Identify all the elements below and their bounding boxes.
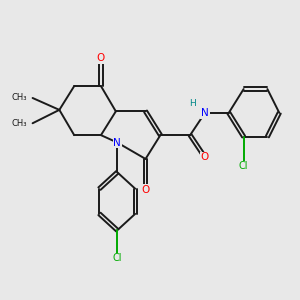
Text: Cl: Cl <box>239 161 248 171</box>
Text: O: O <box>201 152 209 162</box>
Text: H: H <box>189 99 196 108</box>
Text: N: N <box>201 108 209 118</box>
Text: N: N <box>113 138 121 148</box>
Text: O: O <box>97 53 105 63</box>
Text: CH₃: CH₃ <box>11 119 27 128</box>
Text: O: O <box>141 185 150 195</box>
Text: Cl: Cl <box>112 254 122 263</box>
Text: CH₃: CH₃ <box>11 94 27 103</box>
